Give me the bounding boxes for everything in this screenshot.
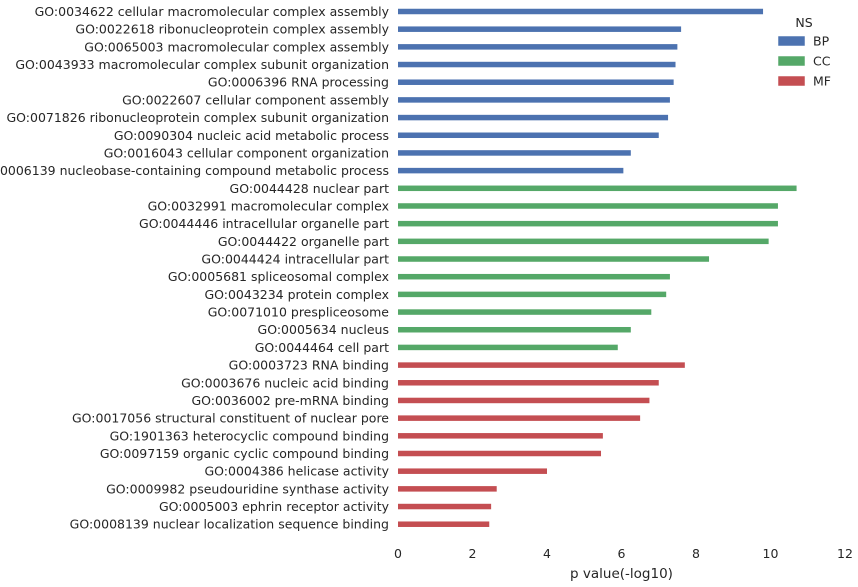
x-tick-label: 6 bbox=[618, 546, 626, 561]
bar-cc bbox=[398, 291, 667, 298]
category-label: GO:0005681 spliceosomal complex bbox=[168, 269, 389, 284]
category-label: GO:0044422 organelle part bbox=[218, 234, 389, 249]
category-label: GO:0044464 cell part bbox=[255, 340, 389, 355]
bar-cc bbox=[398, 273, 670, 280]
bar-cc bbox=[398, 309, 652, 315]
category-label: GO:0005634 nucleus bbox=[258, 322, 389, 337]
category-label: GO:0032991 macromolecular complex bbox=[148, 198, 389, 213]
bar-mf bbox=[398, 415, 641, 421]
legend: NS BP CC MF bbox=[777, 15, 831, 89]
category-label: GO:0022607 cellular component assembly bbox=[122, 92, 389, 107]
bar-mf bbox=[398, 486, 497, 492]
bar-bp bbox=[398, 150, 631, 156]
category-label: GO:0006396 RNA processing bbox=[208, 75, 389, 90]
category-label: GO:0006139 nucleobase-containing compoun… bbox=[0, 163, 389, 178]
category-label: GO:0043933 macromolecular complex subuni… bbox=[15, 57, 389, 72]
category-label: GO:0017056 structural constituent of nuc… bbox=[72, 411, 389, 426]
bar-bp bbox=[398, 97, 670, 103]
x-tick-label: 10 bbox=[763, 546, 779, 561]
bar-bp bbox=[398, 61, 676, 68]
bar-bp bbox=[398, 79, 674, 85]
bar-bp bbox=[398, 8, 764, 15]
bar-cc bbox=[398, 344, 618, 351]
bar-cc bbox=[398, 326, 631, 333]
bar-mf bbox=[398, 397, 650, 404]
legend-entries: BP CC MF bbox=[777, 34, 831, 89]
category-label: GO:0003723 RNA binding bbox=[229, 358, 389, 373]
bar-mf bbox=[398, 450, 602, 457]
category-label: GO:0043234 protein complex bbox=[204, 287, 389, 302]
legend-swatch-bp bbox=[777, 35, 806, 47]
category-label: GO:0008139 nuclear localization sequence… bbox=[70, 517, 389, 532]
bar-cc bbox=[398, 238, 769, 245]
legend-swatch-cc bbox=[777, 55, 806, 67]
category-label: GO:0005003 ephrin receptor activity bbox=[159, 499, 390, 514]
bar-cc bbox=[398, 185, 797, 192]
x-tick-label: 12 bbox=[837, 546, 853, 561]
bar-mf bbox=[398, 503, 492, 510]
legend-label-bp: BP bbox=[813, 34, 830, 49]
bar-mf bbox=[398, 433, 603, 439]
bar-mf bbox=[398, 380, 659, 386]
legend-swatch-mf bbox=[777, 75, 806, 87]
bar-cc bbox=[398, 220, 778, 227]
legend-label-mf: MF bbox=[813, 74, 831, 89]
bar-cc bbox=[398, 256, 710, 262]
category-label: GO:1901363 heterocyclic compound binding bbox=[110, 428, 389, 443]
category-label: GO:0044424 intracellular part bbox=[201, 252, 389, 267]
category-label: GO:0016043 cellular component organizati… bbox=[104, 145, 389, 160]
category-label: GO:0065003 macromolecular complex assemb… bbox=[84, 39, 389, 54]
bar-bp bbox=[398, 167, 624, 174]
category-label: GO:0097159 organic cyclic compound bindi… bbox=[100, 446, 389, 461]
bar-bp bbox=[398, 26, 682, 32]
bar-cc bbox=[398, 203, 778, 209]
category-label: GO:0004386 helicase activity bbox=[204, 464, 389, 479]
bar-bp bbox=[398, 114, 669, 121]
x-axis-ticks: 0 2 4 6 8 10 12 bbox=[394, 546, 853, 561]
category-label: GO:0022618 ribonucleoprotein complex ass… bbox=[75, 22, 389, 37]
category-label: GO:0003676 nucleic acid binding bbox=[181, 375, 389, 390]
bar-bp bbox=[398, 44, 678, 50]
x-tick-label: 0 bbox=[394, 546, 402, 561]
category-label: GO:0071010 prespliceosome bbox=[208, 305, 390, 320]
category-label: GO:0090304 nucleic acid metabolic proces… bbox=[114, 128, 389, 143]
category-label: GO:0071826 ribonucleoprotein complex sub… bbox=[6, 110, 389, 125]
category-label: GO:0044428 nuclear part bbox=[230, 181, 390, 196]
bar-mf bbox=[398, 468, 547, 474]
legend-label-cc: CC bbox=[813, 54, 831, 69]
legend-title: NS bbox=[795, 15, 812, 30]
bar-mf bbox=[398, 362, 685, 368]
category-label: GO:0034622 cellular macromolecular compl… bbox=[35, 4, 390, 19]
category-labels: GO:0034622 cellular macromolecular compl… bbox=[0, 4, 390, 532]
category-label: GO:0044446 intracellular organelle part bbox=[139, 216, 389, 231]
bar-bp bbox=[398, 132, 659, 139]
category-label: GO:0009982 pseudouridine synthase activi… bbox=[106, 481, 390, 496]
x-tick-label: 4 bbox=[543, 546, 551, 561]
x-tick-label: 2 bbox=[469, 546, 477, 561]
x-axis-title: p value(-log10) bbox=[570, 566, 673, 582]
x-tick-label: 8 bbox=[692, 546, 700, 561]
bar-mf bbox=[398, 521, 490, 527]
bars bbox=[398, 8, 797, 527]
category-label: GO:0036002 pre-mRNA binding bbox=[192, 393, 390, 408]
